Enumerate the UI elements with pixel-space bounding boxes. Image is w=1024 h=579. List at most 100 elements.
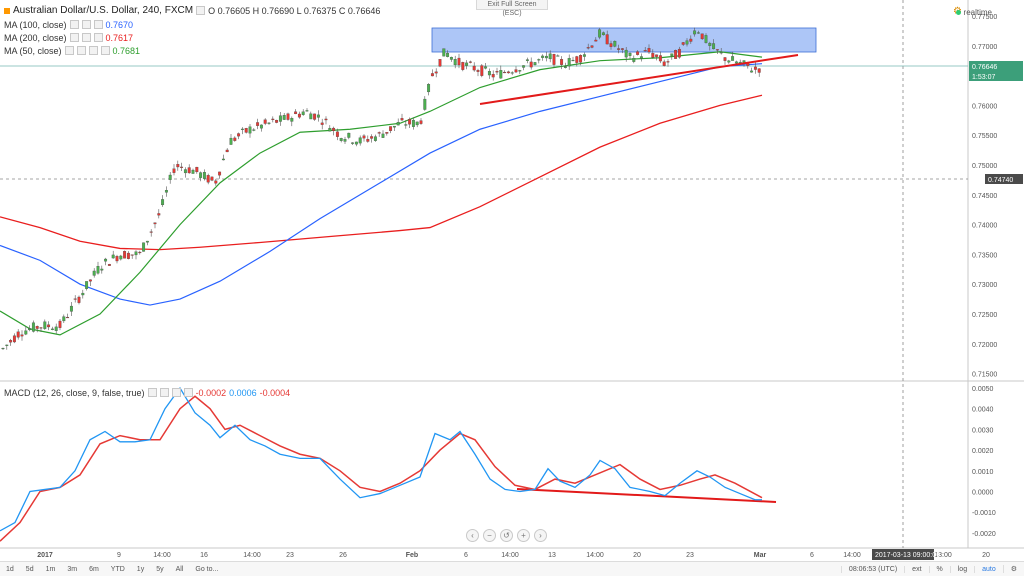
candle-body (58, 320, 62, 328)
timeframe-3m[interactable]: 3m (67, 565, 78, 573)
zoom-out-icon[interactable]: − (483, 529, 496, 542)
timeframe-5d[interactable]: 5d (25, 565, 34, 573)
log-toggle[interactable]: log (949, 565, 974, 573)
symbol-legend: Australian Dollar/U.S. Dollar, 240, FXCM… (4, 4, 380, 17)
close-icon[interactable] (93, 33, 103, 42)
candle-body (351, 142, 355, 144)
more-icon[interactable] (183, 388, 193, 397)
time-tick-label: 20 (633, 552, 641, 559)
candle-body (237, 133, 241, 137)
candle-body (54, 326, 58, 331)
ext-toggle[interactable]: ext (904, 565, 928, 573)
timeframe-6m[interactable]: 6m (89, 565, 99, 573)
candle-body (149, 231, 153, 233)
eye-icon[interactable] (147, 388, 157, 397)
candle-body (320, 122, 324, 125)
timeframe-1y[interactable]: 1y (136, 565, 145, 573)
settings-icon[interactable] (76, 46, 86, 55)
macd-tick-label: 0.0050 (972, 386, 994, 393)
reset-icon[interactable]: ↺ (500, 529, 513, 542)
candle-body (434, 71, 438, 74)
timeframe-all[interactable]: All (175, 565, 184, 573)
candle-body (685, 40, 689, 45)
more-icon[interactable] (100, 46, 110, 55)
candle-body (643, 50, 647, 52)
candle-body (244, 128, 248, 133)
candle-body (130, 254, 134, 256)
timeframe-ytd[interactable]: YTD (110, 565, 125, 573)
goto-date-button[interactable]: Go to... (195, 565, 219, 573)
exit-full-screen-button[interactable]: Exit Full Screen (ESC) (476, 0, 548, 17)
eye-icon[interactable] (64, 46, 74, 55)
close-icon[interactable] (93, 20, 103, 29)
settings-icon[interactable] (81, 33, 91, 42)
macd-value-1: -0.0002 (195, 387, 227, 398)
settings-icon[interactable]: ⚙ (1002, 565, 1024, 573)
indicator-legend-ma100[interactable]: MA (100, close) 0.7670 (4, 18, 133, 31)
candle-body (727, 60, 731, 63)
candle-body (408, 119, 412, 125)
zoom-in-icon[interactable]: + (517, 529, 530, 542)
macd-label: MACD (12, 26, close, 9, false, true) (4, 387, 145, 398)
candle-body (47, 324, 51, 328)
price-tick-label: 0.75500 (972, 133, 997, 140)
settings-icon[interactable] (159, 388, 169, 397)
percent-toggle[interactable]: % (928, 565, 950, 573)
macd-legend[interactable]: MACD (12, 26, close, 9, false, true) -0.… (4, 386, 290, 399)
indicator-legend-ma200[interactable]: MA (200, close) 0.7617 (4, 31, 133, 44)
candle-body (332, 127, 336, 132)
candle-body (271, 118, 275, 120)
candle-body (628, 52, 632, 56)
timeframe-1m[interactable]: 1m (45, 565, 56, 573)
indicator-legend-ma50[interactable]: MA (50, close) 0.7681 (4, 44, 140, 57)
candle-body (404, 124, 408, 126)
close-icon[interactable] (171, 388, 181, 397)
candle-body (449, 56, 453, 60)
price-tick-label: 0.73000 (972, 282, 997, 289)
candle-body (525, 59, 529, 61)
scroll-left-icon[interactable]: ‹ (466, 529, 479, 542)
price-tick-label: 0.77000 (972, 44, 997, 51)
candle-body (594, 39, 598, 42)
candle-body (161, 199, 165, 206)
candle-body (145, 240, 149, 243)
candle-body (715, 49, 719, 51)
candle-body (430, 73, 434, 77)
candle-body (286, 113, 290, 120)
eye-icon[interactable] (69, 33, 79, 42)
timeframe-1d[interactable]: 1d (6, 565, 14, 573)
candle-body (313, 113, 317, 120)
candle-body (278, 115, 282, 122)
indicator-label: MA (200, close) (4, 32, 67, 43)
timeframe-5y[interactable]: 5y (156, 565, 164, 573)
auto-toggle[interactable]: auto (974, 565, 1003, 573)
time-tick-label: 14:00 (501, 552, 519, 559)
candle-body (651, 53, 655, 58)
legend-settings-icon[interactable] (196, 6, 206, 15)
candle-body (202, 172, 206, 179)
candle-body (636, 51, 640, 55)
support-trendline (479, 54, 799, 105)
scroll-right-icon[interactable]: › (534, 529, 547, 542)
candle-body (457, 57, 461, 66)
candle-body (180, 166, 184, 168)
time-tick-label: 14:00 (843, 552, 861, 559)
candle-body (153, 222, 157, 225)
candle-body (275, 119, 279, 123)
time-tick-label: 14:00 (153, 552, 171, 559)
candle-body (541, 55, 545, 58)
candle-body (563, 66, 567, 68)
candle-body (206, 175, 210, 183)
settings-icon[interactable] (81, 20, 91, 29)
main-pane (0, 0, 968, 380)
utc-clock[interactable]: 08:06:53 (UTC) (840, 565, 904, 573)
candle-body (20, 334, 24, 337)
eye-icon[interactable] (69, 20, 79, 29)
close-icon[interactable] (88, 46, 98, 55)
candle-body (484, 66, 488, 69)
candle-body (168, 174, 172, 180)
candle-body (104, 258, 108, 262)
candle-body (335, 131, 339, 137)
